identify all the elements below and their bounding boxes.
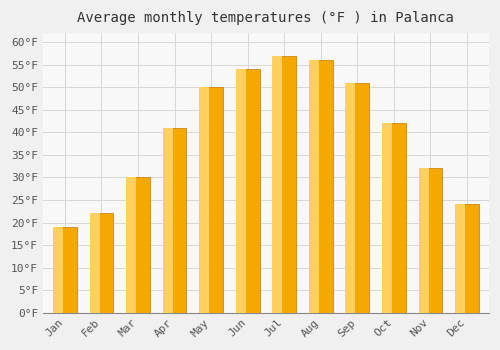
Bar (346, 83, 356, 313)
Bar (455, 204, 465, 313)
Bar (199, 87, 223, 313)
Title: Average monthly temperatures (°F ) in Palanca: Average monthly temperatures (°F ) in Pa… (78, 11, 454, 25)
Bar (418, 168, 442, 313)
Bar (53, 227, 77, 313)
Bar (309, 60, 319, 313)
Bar (90, 214, 114, 313)
Bar (382, 123, 392, 313)
Bar (126, 177, 136, 313)
Bar (382, 123, 406, 313)
Bar (199, 87, 209, 313)
Bar (53, 227, 63, 313)
Bar (346, 83, 369, 313)
Bar (418, 168, 428, 313)
Bar (162, 128, 172, 313)
Bar (455, 204, 479, 313)
Bar (272, 56, 282, 313)
Bar (272, 56, 296, 313)
Bar (236, 69, 246, 313)
Bar (236, 69, 260, 313)
Bar (309, 60, 332, 313)
Bar (126, 177, 150, 313)
Bar (162, 128, 186, 313)
Bar (90, 214, 100, 313)
